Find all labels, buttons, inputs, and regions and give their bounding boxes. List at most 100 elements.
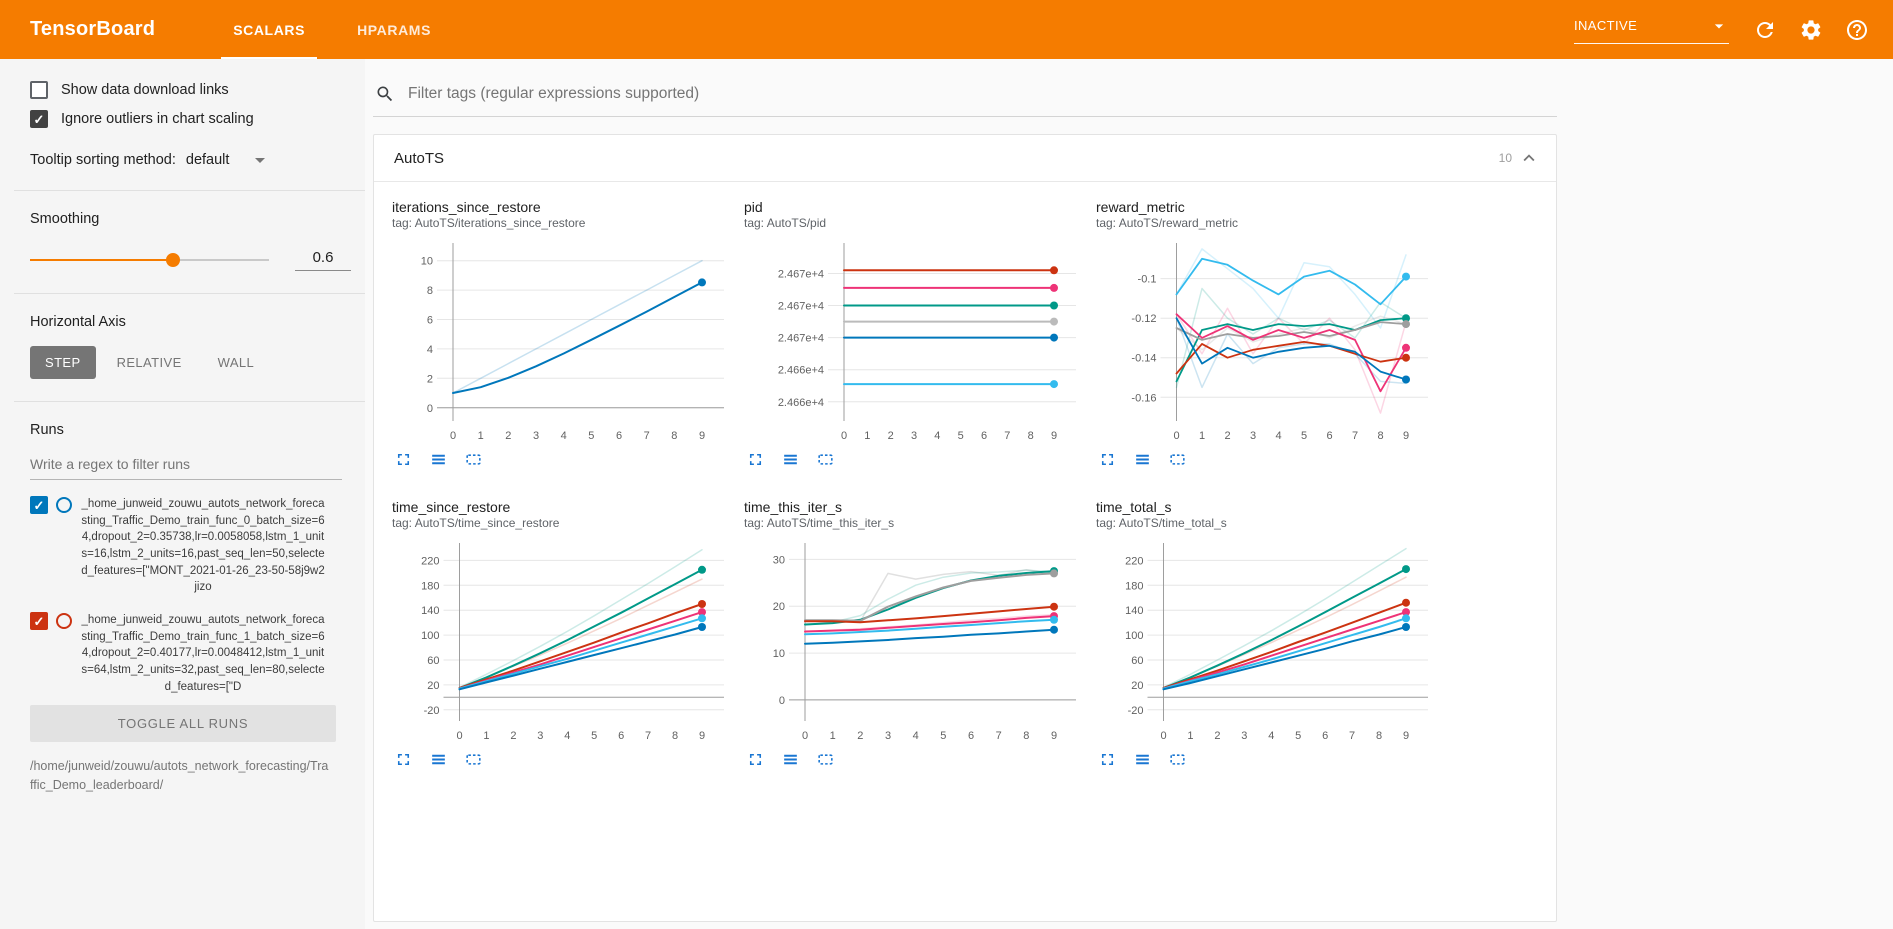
svg-text:5: 5 bbox=[1301, 430, 1307, 442]
svg-text:3: 3 bbox=[1250, 430, 1256, 442]
smoothing-slider-thumb[interactable] bbox=[166, 253, 181, 267]
axis-step-button[interactable]: STEP bbox=[30, 346, 96, 379]
svg-text:4: 4 bbox=[1268, 730, 1274, 742]
expand-chart-button[interactable] bbox=[746, 750, 765, 769]
refresh-button[interactable] bbox=[1753, 18, 1777, 42]
svg-text:7: 7 bbox=[645, 730, 651, 742]
ignore-outliers-checkbox[interactable] bbox=[30, 110, 48, 128]
svg-text:1: 1 bbox=[483, 730, 489, 742]
expand-chart-button[interactable] bbox=[1098, 450, 1117, 469]
data-table-button[interactable] bbox=[1133, 750, 1152, 769]
chart-plot[interactable]: -20 20 60 100 140 180 220 0 1 2 3 4 5 6 7 8 9 bbox=[1096, 533, 1441, 745]
fullscreen-icon bbox=[749, 453, 762, 466]
fit-domain-button[interactable] bbox=[464, 450, 483, 469]
svg-text:140: 140 bbox=[1125, 605, 1143, 617]
expand-chart-button[interactable] bbox=[1098, 750, 1117, 769]
tag-filter-input[interactable] bbox=[408, 85, 1553, 103]
svg-text:-0.1: -0.1 bbox=[1138, 274, 1157, 286]
chevron-up-icon bbox=[1523, 154, 1535, 162]
fit-domain-button[interactable] bbox=[816, 750, 835, 769]
svg-text:180: 180 bbox=[1125, 580, 1143, 592]
chart-tag: tag: AutoTS/time_total_s bbox=[1096, 516, 1227, 530]
chart-plot[interactable]: 0 10 20 30 0 1 2 3 4 5 6 7 8 9 bbox=[744, 533, 1089, 745]
app-header: TensorBoard SCALARS HPARAMS INACTIVE bbox=[0, 0, 1893, 59]
show-download-links-checkbox[interactable] bbox=[30, 81, 48, 99]
axis-wall-button[interactable]: WALL bbox=[203, 346, 270, 379]
data-table-button[interactable] bbox=[781, 750, 800, 769]
chart-actions bbox=[744, 450, 1089, 469]
show-download-links-row[interactable]: Show data download links bbox=[30, 81, 351, 99]
svg-text:4: 4 bbox=[561, 430, 567, 442]
chart-card: iterations_since_restore tag: AutoTS/ite… bbox=[392, 199, 737, 469]
svg-text:0: 0 bbox=[427, 403, 433, 415]
run-solo-radio[interactable] bbox=[56, 497, 72, 513]
chart-plot[interactable]: -0.1 -0.12 -0.14 -0.16 0 1 2 3 4 5 6 7 8 9 bbox=[1096, 233, 1441, 445]
svg-text:2.467e+4: 2.467e+4 bbox=[778, 333, 824, 345]
refresh-icon bbox=[1757, 21, 1773, 38]
fullscreen-icon bbox=[397, 453, 410, 466]
data-table-button[interactable] bbox=[1133, 450, 1152, 469]
svg-text:2.466e+4: 2.466e+4 bbox=[778, 397, 824, 409]
toggle-all-runs-button[interactable]: TOGGLE ALL RUNS bbox=[30, 705, 336, 743]
settings-sidebar: Show data download links Ignore outliers… bbox=[0, 59, 365, 929]
svg-text:1: 1 bbox=[1187, 730, 1193, 742]
chart-plot[interactable]: 2.467e+4 2.467e+4 2.467e+4 2.466e+4 2.466e+4… bbox=[744, 233, 1089, 445]
expand-chart-button[interactable] bbox=[746, 450, 765, 469]
data-status-dropdown[interactable]: INACTIVE bbox=[1574, 16, 1729, 44]
app-title: TensorBoard bbox=[30, 18, 156, 40]
svg-text:2.466e+4: 2.466e+4 bbox=[778, 365, 824, 377]
svg-text:3: 3 bbox=[533, 430, 539, 442]
svg-text:5: 5 bbox=[588, 430, 594, 442]
expand-chart-button[interactable] bbox=[394, 450, 413, 469]
tooltip-sorting-label: Tooltip sorting method: bbox=[30, 152, 176, 168]
fit-domain-button[interactable] bbox=[1168, 450, 1187, 469]
run-solo-radio[interactable] bbox=[56, 613, 72, 630]
chart-plot[interactable]: -20 20 60 100 140 180 220 0 1 2 3 4 5 6 7 8 9 bbox=[392, 533, 737, 745]
help-button[interactable] bbox=[1845, 18, 1869, 42]
fit-domain-button[interactable] bbox=[816, 450, 835, 469]
svg-text:5: 5 bbox=[958, 430, 964, 442]
run-checkbox[interactable] bbox=[30, 496, 48, 514]
svg-text:-0.16: -0.16 bbox=[1131, 392, 1156, 404]
data-table-button[interactable] bbox=[781, 450, 800, 469]
autots-card-header[interactable]: AutoTS 10 bbox=[374, 135, 1556, 182]
svg-text:9: 9 bbox=[1403, 730, 1409, 742]
smoothing-slider[interactable] bbox=[30, 252, 269, 268]
svg-text:6: 6 bbox=[616, 430, 622, 442]
svg-text:2: 2 bbox=[1214, 730, 1220, 742]
runs-filter-input[interactable] bbox=[30, 448, 342, 480]
svg-text:3: 3 bbox=[885, 730, 891, 742]
data-status-label: INACTIVE bbox=[1574, 18, 1638, 33]
axis-relative-button[interactable]: RELATIVE bbox=[102, 346, 197, 379]
chevron-down-icon bbox=[255, 157, 266, 163]
svg-text:4: 4 bbox=[564, 730, 570, 742]
settings-button[interactable] bbox=[1799, 18, 1823, 42]
expand-chart-button[interactable] bbox=[394, 750, 413, 769]
chart-plot[interactable]: 0 2 4 6 8 10 0 1 2 3 4 5 6 7 8 9 bbox=[392, 233, 737, 445]
charts-grid: iterations_since_restore tag: AutoTS/ite… bbox=[374, 182, 1556, 793]
fit-domain-button[interactable] bbox=[464, 750, 483, 769]
tab-hparams[interactable]: HPARAMS bbox=[357, 21, 432, 38]
svg-text:20: 20 bbox=[773, 601, 785, 613]
chart-title: pid bbox=[744, 199, 763, 215]
smoothing-value[interactable]: 0.6 bbox=[295, 249, 351, 271]
svg-text:2: 2 bbox=[510, 730, 516, 742]
ignore-outliers-row[interactable]: Ignore outliers in chart scaling bbox=[30, 110, 351, 128]
svg-text:0: 0 bbox=[456, 730, 462, 742]
svg-text:8: 8 bbox=[1377, 430, 1383, 442]
data-table-button[interactable] bbox=[429, 750, 448, 769]
tab-scalars[interactable]: SCALARS bbox=[207, 0, 331, 59]
data-table-button[interactable] bbox=[429, 450, 448, 469]
svg-text:2: 2 bbox=[857, 730, 863, 742]
tooltip-sorting-dropdown[interactable]: default bbox=[186, 152, 266, 168]
run-checkbox[interactable] bbox=[30, 612, 48, 631]
svg-text:0: 0 bbox=[841, 430, 847, 442]
svg-text:220: 220 bbox=[421, 555, 439, 567]
collapse-card-button[interactable] bbox=[1516, 145, 1542, 171]
fit-domain-button[interactable] bbox=[1168, 750, 1187, 769]
svg-text:7: 7 bbox=[996, 730, 1002, 742]
fit-to-data-icon bbox=[818, 754, 833, 765]
divider bbox=[14, 190, 365, 191]
fullscreen-icon bbox=[749, 753, 762, 766]
svg-text:-0.14: -0.14 bbox=[1131, 353, 1156, 365]
